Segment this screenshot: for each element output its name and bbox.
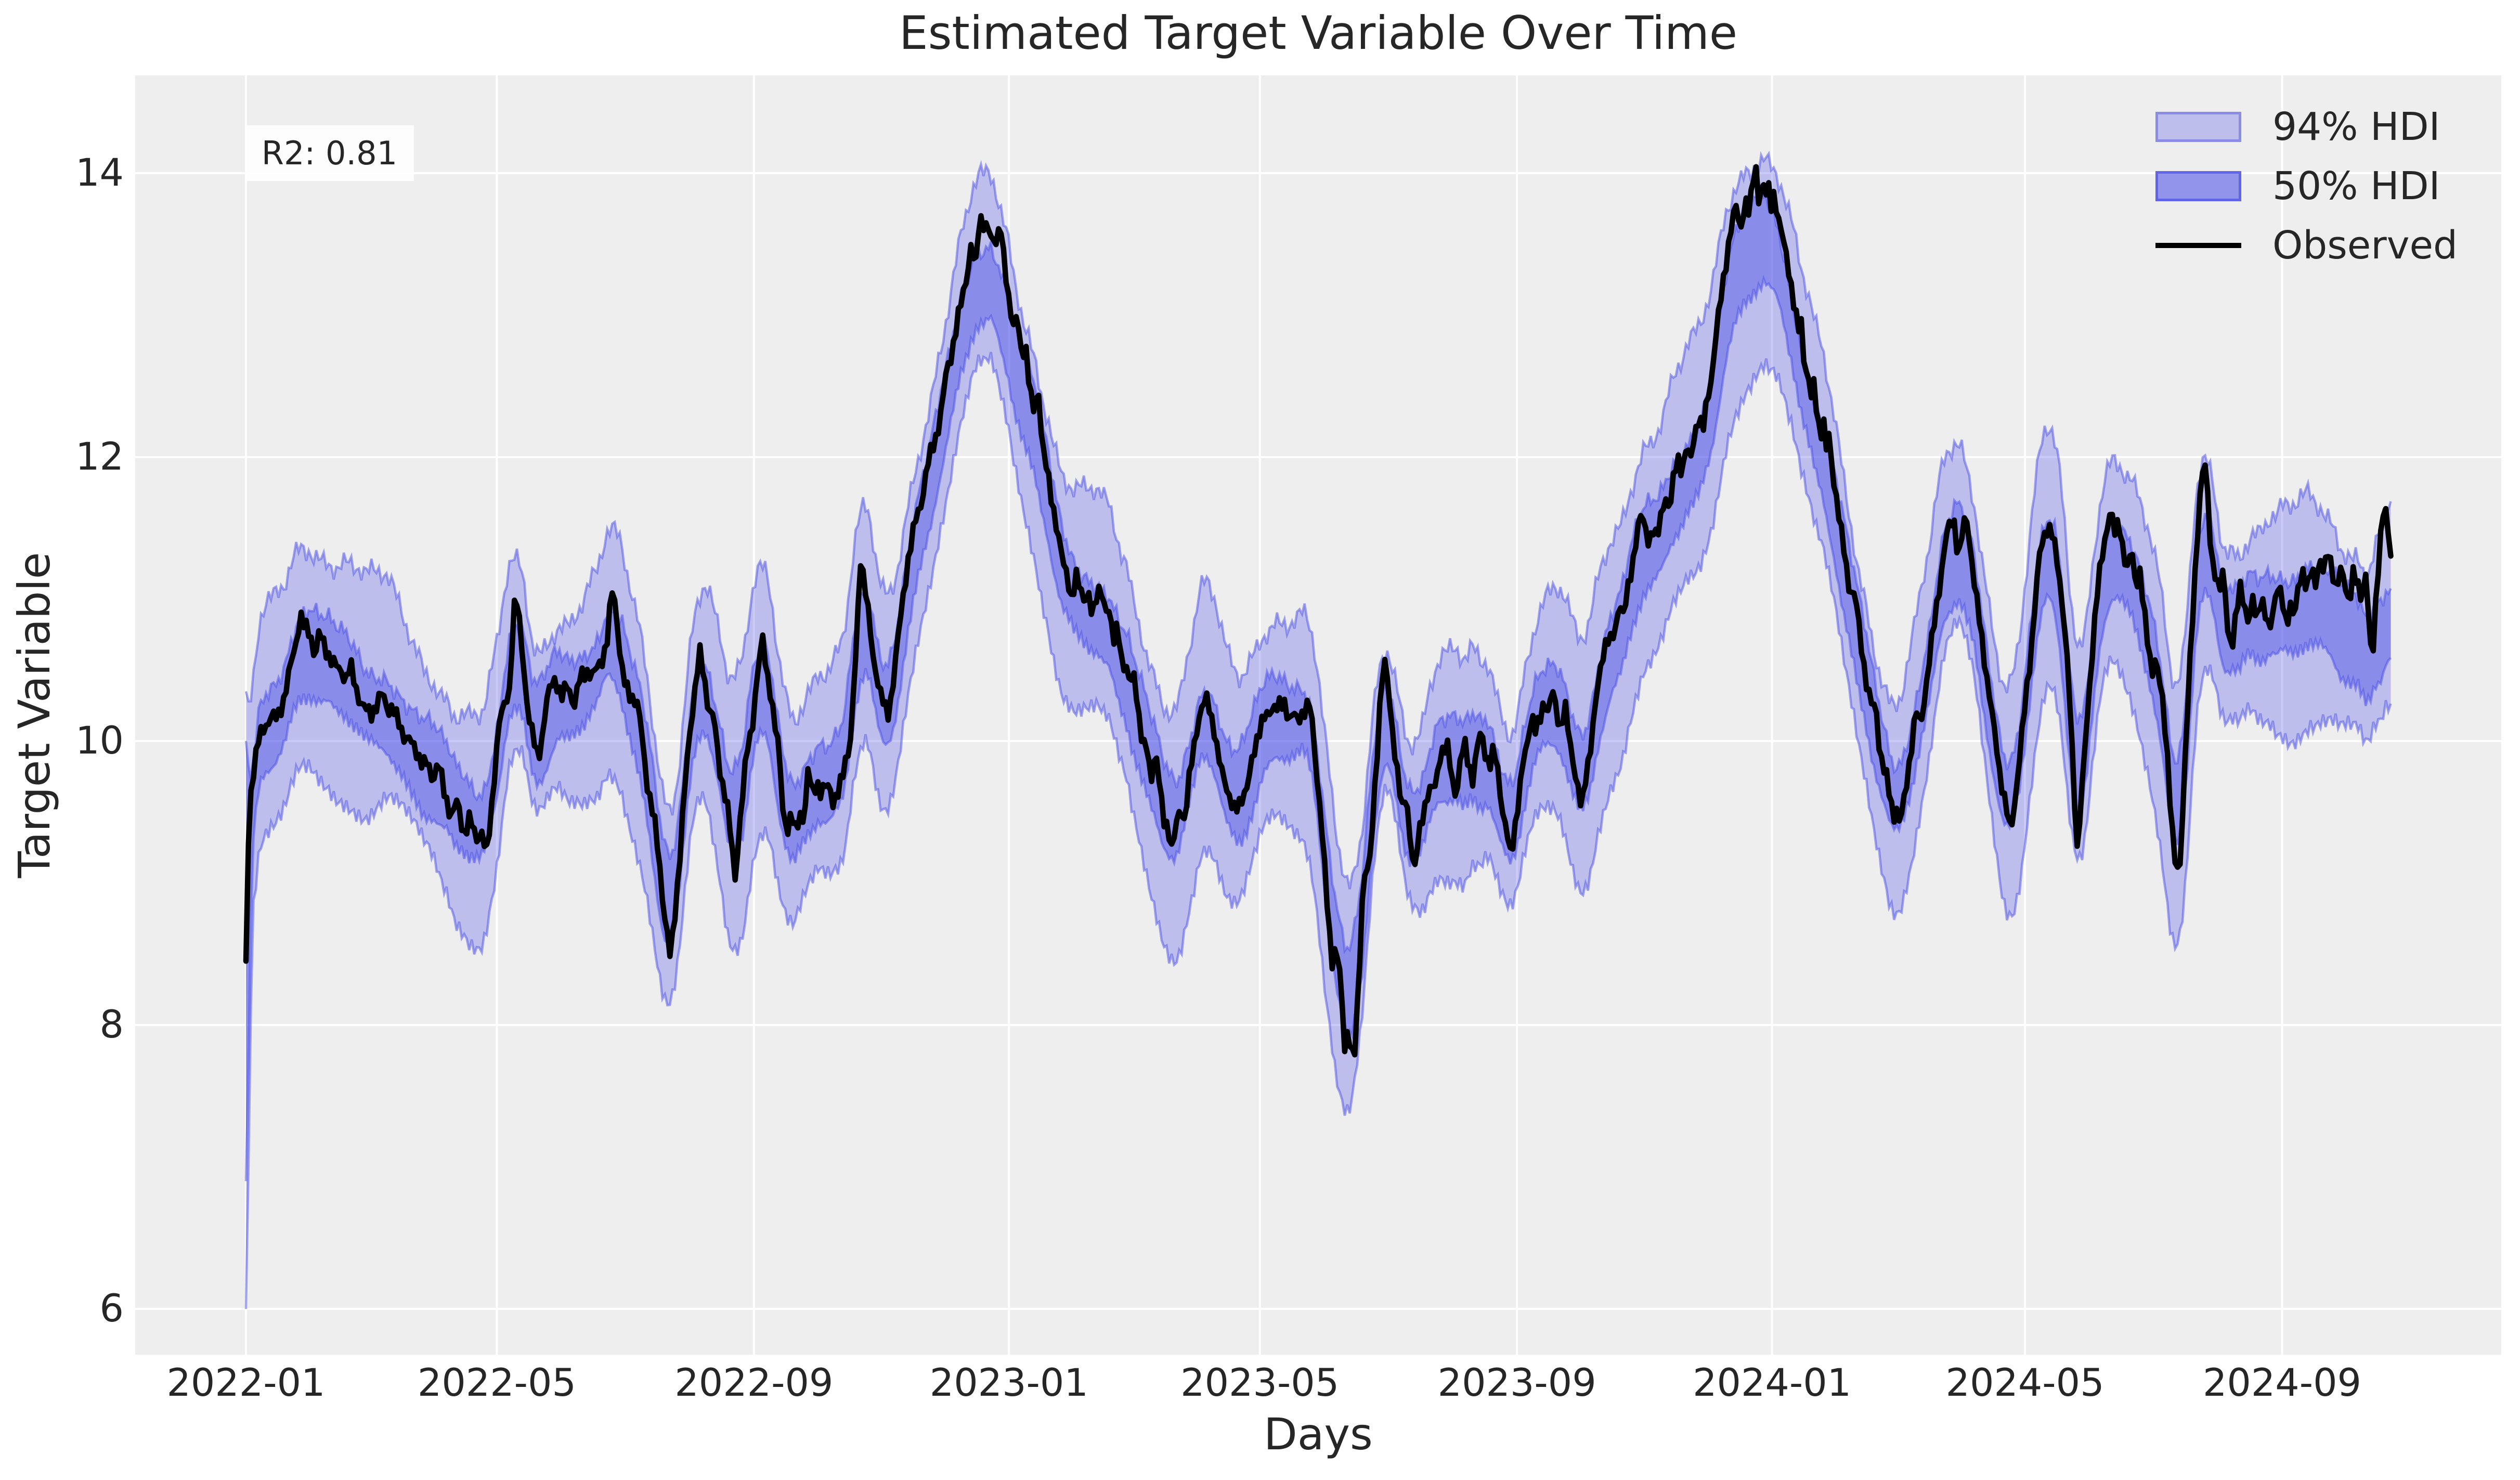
hdi50-lower-edge [244,275,2392,1182]
hdi94-lower-edge [244,352,2392,1309]
y-tick-label: 14 [75,151,124,195]
legend-swatch-50-hdi [2155,171,2241,201]
legend: 94% HDI 50% HDI Observed [2155,97,2458,275]
legend-item: 94% HDI [2155,97,2458,157]
x-tick-label: 2024-01 [1693,1361,1852,1405]
hdi94-upper-edge [244,150,2392,890]
legend-item: 50% HDI [2155,157,2458,216]
x-tick-label: 2023-01 [929,1361,1088,1405]
legend-swatch-94-hdi [2155,112,2241,142]
legend-label: 50% HDI [2272,164,2440,209]
legend-swatch-observed [2155,243,2241,248]
y-tick-label: 8 [99,1003,124,1047]
hdi94-band [246,153,2391,1309]
y-tick-label: 6 [99,1287,124,1331]
legend-label: 94% HDI [2272,105,2440,149]
x-tick-label: 2024-05 [1945,1361,2105,1405]
x-tick-label: 2024-09 [2202,1361,2361,1405]
chart-title: Estimated Target Variable Over Time [899,6,1737,60]
x-tick-label: 2023-09 [1437,1361,1596,1405]
r2-annotation: R2: 0.81 [245,125,414,181]
y-axis-label: Target Variable [9,552,60,878]
x-tick-label: 2022-05 [417,1361,576,1405]
legend-label: Observed [2272,223,2458,268]
y-tick-label: 10 [75,719,124,763]
x-tick-label: 2022-01 [166,1361,326,1405]
x-tick-label: 2023-05 [1180,1361,1340,1405]
x-axis-label: Days [1264,1409,1373,1460]
legend-item: Observed [2155,216,2458,275]
observed-line [243,164,2394,1058]
y-tick-label: 12 [75,435,124,479]
x-tick-label: 2022-09 [674,1361,834,1405]
